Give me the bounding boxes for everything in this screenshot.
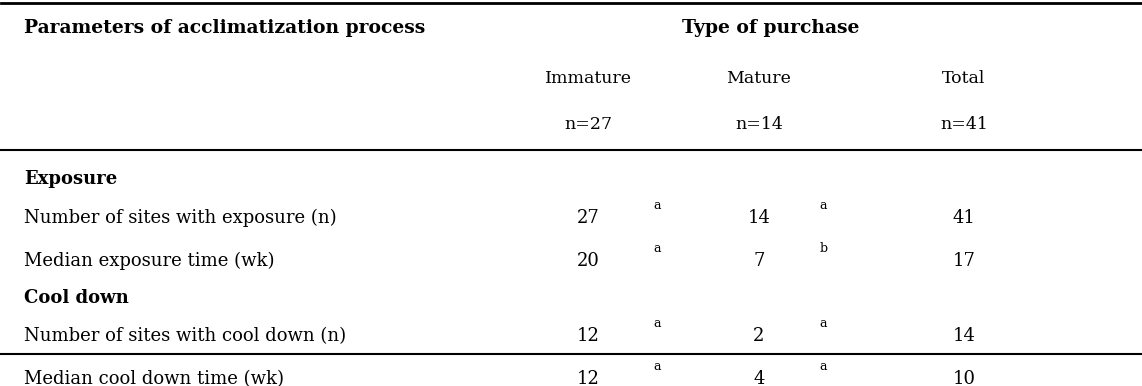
Text: a: a xyxy=(653,199,660,212)
Text: Exposure: Exposure xyxy=(24,169,118,188)
Text: Cool down: Cool down xyxy=(24,290,129,307)
Text: n=27: n=27 xyxy=(564,116,612,133)
Text: 41: 41 xyxy=(952,209,975,227)
Text: Number of sites with exposure (n): Number of sites with exposure (n) xyxy=(24,209,337,227)
Text: 12: 12 xyxy=(577,370,600,386)
Text: Mature: Mature xyxy=(726,70,791,87)
Text: Number of sites with cool down (n): Number of sites with cool down (n) xyxy=(24,327,346,345)
Text: b: b xyxy=(819,242,828,255)
Text: a: a xyxy=(653,242,660,255)
Text: 14: 14 xyxy=(952,327,975,345)
Text: Type of purchase: Type of purchase xyxy=(682,19,859,37)
Text: 14: 14 xyxy=(748,209,771,227)
Text: Median exposure time (wk): Median exposure time (wk) xyxy=(24,252,275,270)
Text: 7: 7 xyxy=(754,252,765,270)
Text: n=14: n=14 xyxy=(735,116,783,133)
Text: Parameters of acclimatization process: Parameters of acclimatization process xyxy=(24,19,426,37)
Text: 10: 10 xyxy=(952,370,975,386)
Text: a: a xyxy=(819,199,827,212)
Text: Immature: Immature xyxy=(545,70,632,87)
Text: a: a xyxy=(653,360,660,373)
Text: 27: 27 xyxy=(577,209,600,227)
Text: a: a xyxy=(819,317,827,330)
Text: 20: 20 xyxy=(577,252,600,270)
Text: Median cool down time (wk): Median cool down time (wk) xyxy=(24,370,284,386)
Text: a: a xyxy=(653,317,660,330)
Text: a: a xyxy=(819,360,827,373)
Text: n=41: n=41 xyxy=(940,116,988,133)
Text: 2: 2 xyxy=(754,327,765,345)
Text: 12: 12 xyxy=(577,327,600,345)
Text: 4: 4 xyxy=(754,370,765,386)
Text: 17: 17 xyxy=(952,252,975,270)
Text: Total: Total xyxy=(942,70,986,87)
